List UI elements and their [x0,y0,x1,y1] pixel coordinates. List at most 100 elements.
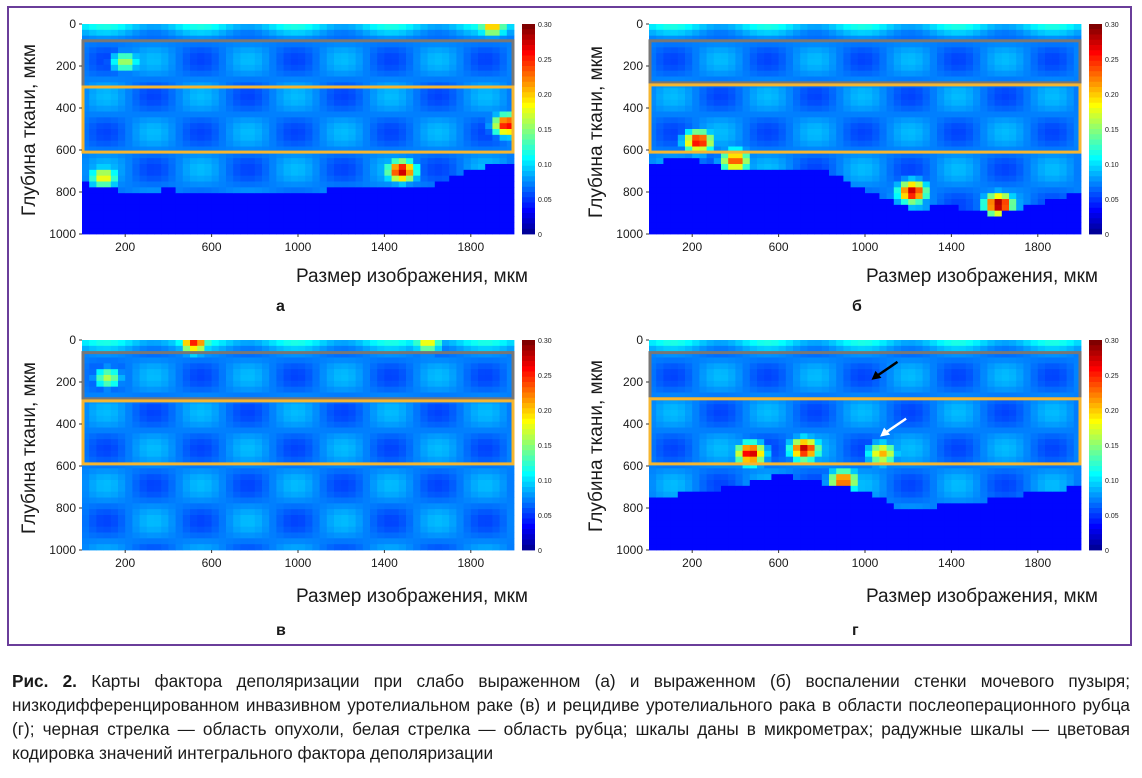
heat-cell [879,164,887,171]
colorbar-segment [522,165,535,172]
heat-cell [965,99,974,107]
heat-cell [807,210,815,217]
heat-cell [168,222,176,229]
heat-cell [82,129,90,136]
heat-cell [146,117,155,124]
heat-cell [785,146,794,153]
heat-cell [901,210,909,217]
heat-cell [118,515,126,522]
heat-cell [168,474,176,481]
heat-cell [319,164,328,171]
heat-cell [965,181,974,188]
colorbar-segment [522,192,535,198]
heat-cell [427,228,436,235]
heat-cell [965,88,974,95]
heat-cell [951,175,959,182]
heat-cell [146,64,155,72]
heat-cell [463,99,472,107]
heat-cell [449,146,457,153]
heat-cell [901,41,909,48]
heat-cell [1030,199,1039,206]
heat-cell [987,187,995,194]
heat-cell [305,204,313,212]
heat-cell [1009,111,1017,118]
heat-cell [341,216,349,223]
heat-cell [420,181,428,188]
heat-cell [677,105,686,112]
heat-cell [118,123,126,130]
heat-cell [276,47,284,54]
heat-cell [146,491,155,498]
heat-cell [1037,117,1046,124]
heat-cell [384,59,392,66]
heat-cell [857,193,866,200]
heat-cell [290,82,299,89]
heat-cell [132,544,140,551]
heat-cell [649,123,657,130]
heat-cell [937,53,945,60]
heat-cell [226,123,234,130]
heat-cell [922,70,931,77]
heat-cell [370,146,378,153]
heat-cell [1045,99,1053,107]
heat-cell [800,152,808,159]
heat-cell [843,228,851,235]
heat-cell [951,129,959,136]
heat-cell [240,228,248,235]
heat-cell [247,64,256,72]
heat-cell [1001,152,1010,159]
heat-cell [262,210,270,217]
heat-cell [96,380,104,388]
heat-cell [132,515,140,522]
heat-cell [1009,129,1017,136]
heat-cell [506,146,515,153]
heat-cell [103,129,112,136]
heat-cell [908,24,916,31]
heat-cell [334,169,342,177]
heat-cell [254,70,263,77]
heat-cell [958,47,967,54]
heat-cell [499,175,508,182]
heat-cell [980,152,988,159]
colorbar-segment [522,123,535,130]
heat-cell [1009,193,1017,200]
heat-cell [362,82,371,89]
heat-cell [312,228,320,235]
heat-cell [298,76,306,83]
heat-cell [944,29,952,37]
heat-cell [649,117,657,124]
heat-cell [413,222,421,229]
heat-cell [132,158,140,165]
heat-cell [269,35,277,42]
heat-cell [958,175,967,182]
heat-cell [987,146,995,153]
heat-cell [843,88,851,95]
heat-cell [161,99,169,107]
heat-cell [764,64,772,72]
heat-cell [677,216,686,223]
colorbar-segment [1089,134,1102,140]
heat-cell [492,35,500,42]
heat-cell [1052,99,1060,107]
heat-cell [865,158,873,165]
heat-cell [929,152,938,159]
heat-cell [670,41,679,48]
heat-cell [427,82,436,89]
heat-cell [879,129,887,136]
heat-cell [987,152,995,159]
heat-cell [821,210,830,217]
heat-cell [649,199,657,206]
heat-cell [103,503,112,510]
heat-cell [699,134,707,142]
heat-cell [879,134,887,142]
heat-cell [341,152,349,159]
heat-cell [937,146,945,153]
heat-cell [872,152,880,159]
heat-cell [1016,53,1024,60]
heat-cell [965,111,974,118]
heat-cell [341,41,349,48]
heat-cell [103,105,112,112]
heat-cell [434,216,443,223]
heat-cell [749,187,758,194]
heat-cell [692,76,700,83]
